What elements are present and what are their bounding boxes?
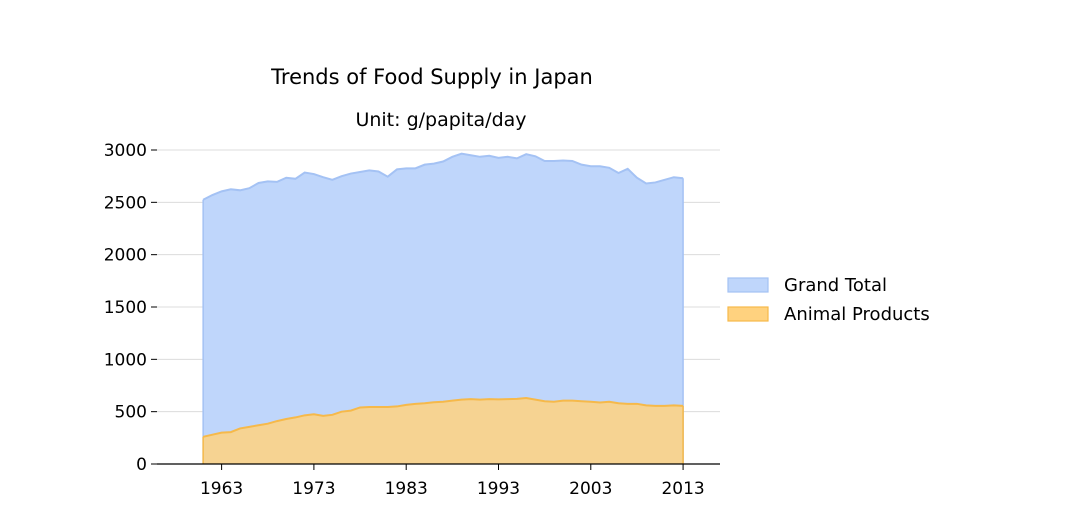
y-tick-label: 2000 [104, 246, 147, 266]
x-tick-label: 1963 [200, 479, 243, 499]
x-tick-label: 2003 [569, 479, 612, 499]
legend-label: Animal Products [784, 304, 930, 325]
area-fill-grand-total [203, 153, 684, 464]
y-tick-label: 1000 [104, 350, 147, 370]
legend-swatch [727, 277, 769, 293]
legend: Grand Total Animal Products [727, 275, 930, 325]
area-series [202, 152, 684, 464]
legend-swatch [727, 306, 769, 322]
x-tick-label: 1973 [292, 479, 335, 499]
x-tick-label: 2013 [661, 479, 704, 499]
x-tick-labels: 1963 1973 1983 1993 2003 2013 [200, 464, 705, 499]
x-tick-label: 1993 [477, 479, 520, 499]
y-tick-label: 1500 [104, 298, 147, 318]
area-fill-animal-products [203, 398, 684, 464]
series-line-animal-products [202, 397, 684, 438]
y-tick-label: 2500 [104, 193, 147, 213]
y-tick-label: 500 [115, 403, 147, 423]
chart-title: Trends of Food Supply in Japan [270, 65, 593, 89]
series-line-grand-total [202, 152, 684, 201]
y-tick-labels: 0 500 1000 1500 2000 2500 3000 [104, 141, 157, 475]
y-tick-label: 3000 [104, 141, 147, 161]
chart-subtitle: Unit: g/papita/day [355, 109, 526, 131]
x-tick-label: 1983 [385, 479, 428, 499]
legend-label: Grand Total [784, 275, 887, 296]
y-tick-label: 0 [136, 455, 147, 475]
